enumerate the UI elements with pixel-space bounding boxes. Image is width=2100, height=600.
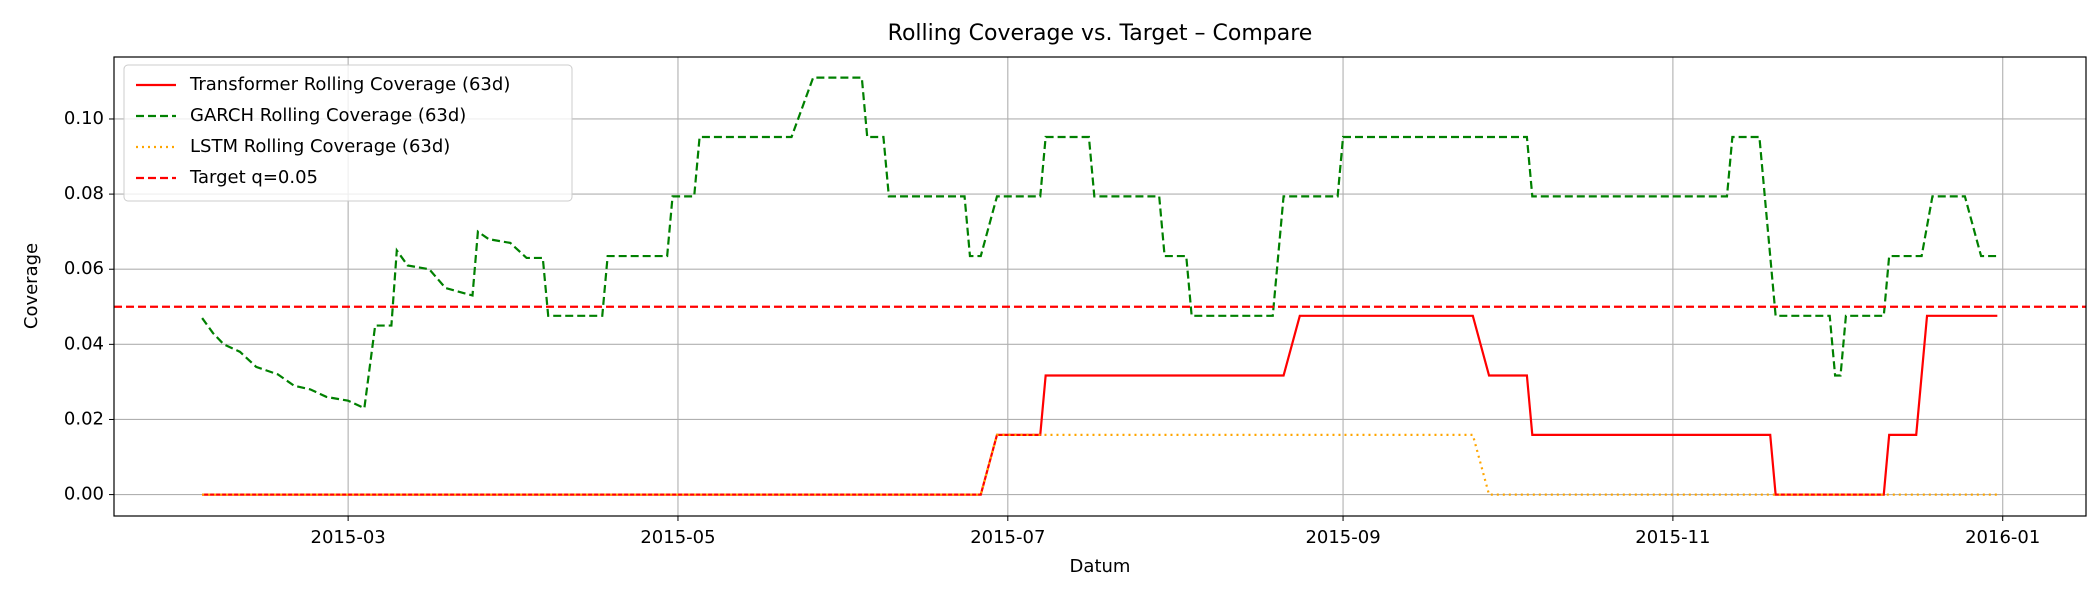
x-tick-label: 2015-05 bbox=[640, 527, 715, 548]
x-axis-label: Datum bbox=[1070, 556, 1131, 577]
y-tick-label: 0.04 bbox=[64, 333, 104, 354]
series-line bbox=[201, 76, 1998, 410]
y-tick-label: 0.10 bbox=[64, 108, 104, 129]
x-tick-label: 2015-03 bbox=[311, 527, 386, 548]
y-tick-label: 0.00 bbox=[64, 484, 104, 505]
legend-label: Target q=0.05 bbox=[189, 167, 318, 188]
x-tick-label: 2015-09 bbox=[1305, 527, 1380, 548]
y-tick-label: 0.08 bbox=[64, 183, 104, 204]
y-axis-label: Coverage bbox=[21, 243, 42, 329]
legend-label: GARCH Rolling Coverage (63d) bbox=[190, 105, 466, 126]
x-tick-label: 2015-11 bbox=[1635, 527, 1710, 548]
x-tick-label: 2015-07 bbox=[970, 527, 1045, 548]
x-tick-label: 2016-01 bbox=[1965, 527, 2040, 548]
legend-box bbox=[123, 64, 573, 202]
chart-title: Rolling Coverage vs. Target – Compare bbox=[888, 21, 1313, 46]
legend-label: Transformer Rolling Coverage (63d) bbox=[189, 74, 510, 95]
legend-label: LSTM Rolling Coverage (63d) bbox=[190, 136, 450, 157]
y-tick-label: 0.06 bbox=[64, 258, 104, 279]
y-tick-label: 0.02 bbox=[64, 408, 104, 429]
plot-frame bbox=[113, 56, 2087, 517]
series-line bbox=[202, 433, 1998, 496]
series-line bbox=[202, 314, 1998, 496]
